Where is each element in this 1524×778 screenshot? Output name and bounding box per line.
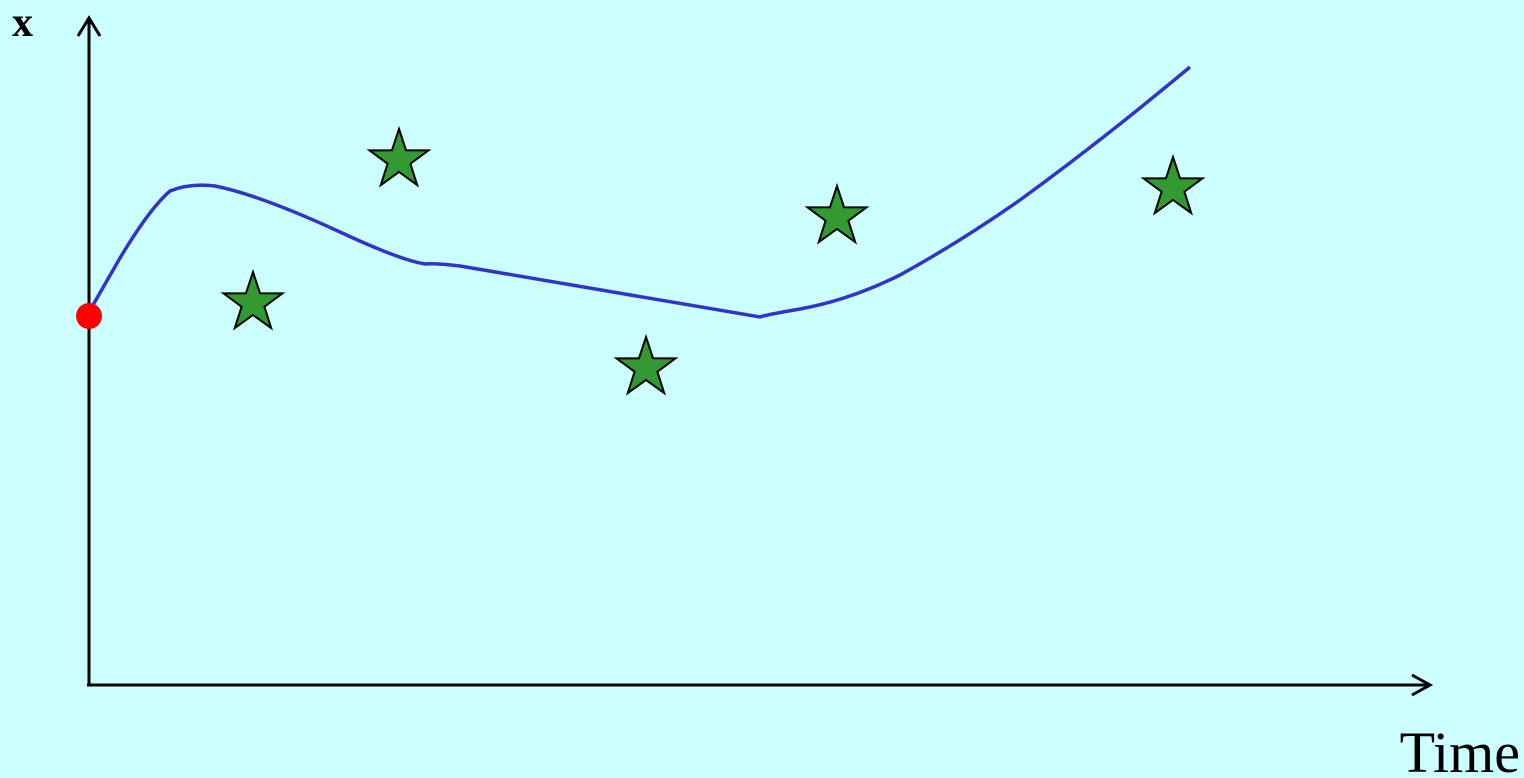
y-axis-label: x <box>12 0 33 46</box>
axes <box>76 15 1434 697</box>
trajectory-curve <box>87 65 1192 319</box>
initial-point <box>76 303 102 329</box>
y-axis-arrow <box>76 15 102 37</box>
x-axis-label: Time <box>1400 720 1520 778</box>
x-axis-arrow <box>1411 673 1434 697</box>
